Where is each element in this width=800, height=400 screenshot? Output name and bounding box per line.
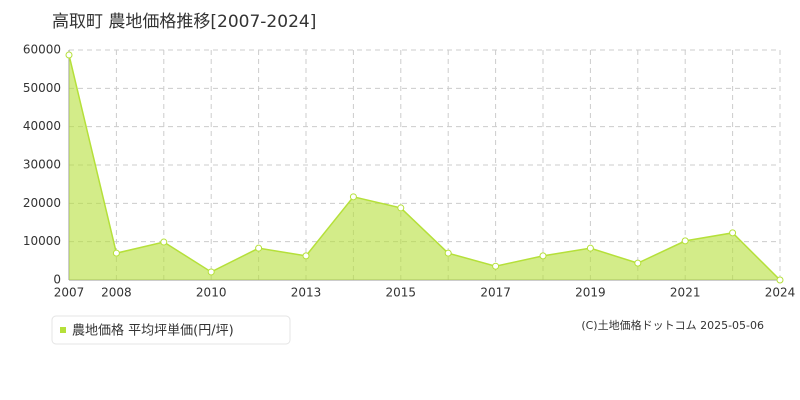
line <box>68 54 781 281</box>
x-tick-label: 2021 <box>670 286 701 300</box>
point <box>207 268 215 276</box>
x-tick-label: 2013 <box>291 286 322 300</box>
x-tick-label: 2024 <box>765 286 796 300</box>
point <box>586 244 594 252</box>
point <box>634 259 642 267</box>
point <box>729 229 737 237</box>
point <box>349 193 357 201</box>
point <box>492 262 500 270</box>
y-tick-label: 30000 <box>23 158 61 172</box>
y-tick-label: 60000 <box>23 43 61 57</box>
point <box>444 249 452 257</box>
y-tick-label: 40000 <box>23 119 61 133</box>
x-tick-label: 2019 <box>575 286 606 300</box>
point <box>112 249 120 257</box>
y-tick-label: 10000 <box>23 234 61 248</box>
source: (C)土地価格ドットコム 2025-05-06 <box>581 318 764 332</box>
point <box>65 51 73 59</box>
point <box>776 276 784 284</box>
point <box>302 252 310 260</box>
area <box>69 54 780 280</box>
x-tick-label: 2017 <box>480 286 511 300</box>
legend-box <box>51 315 291 345</box>
x-tick-label: 2008 <box>101 286 132 300</box>
legend-marker <box>60 327 66 333</box>
y-tick-label: 50000 <box>23 81 61 95</box>
point <box>255 244 263 252</box>
y-tick-label: 0 <box>53 273 61 287</box>
x-tick-label: 2007 <box>54 286 85 300</box>
point <box>681 237 689 245</box>
point <box>397 204 405 212</box>
x-tick-label: 2010 <box>196 286 227 300</box>
legend-label: 農地価格 平均坪単価(円/坪) <box>72 323 234 339</box>
chart-title: 高取町 農地価格推移[2007-2024] <box>52 12 316 32</box>
x-tick-label: 2015 <box>386 286 417 300</box>
point <box>160 238 168 246</box>
point <box>539 252 547 260</box>
y-tick-label: 20000 <box>23 196 61 210</box>
